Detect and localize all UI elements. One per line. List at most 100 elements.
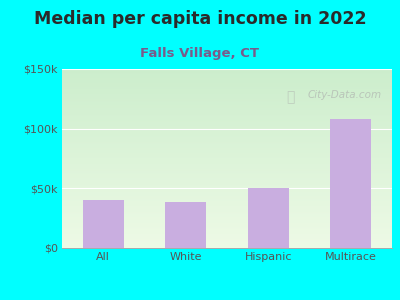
Bar (62, 198, 392, 199)
Bar (62, 125, 392, 126)
Bar (62, 95, 392, 96)
Text: Median per capita income in 2022: Median per capita income in 2022 (34, 11, 366, 28)
Bar (62, 213, 392, 214)
Bar (62, 200, 392, 201)
Bar (62, 77, 392, 78)
Bar (62, 149, 392, 150)
Bar (62, 167, 392, 168)
Bar (62, 203, 392, 204)
Bar (62, 157, 392, 158)
Bar (62, 221, 392, 222)
Bar (62, 187, 392, 188)
Bar (62, 244, 392, 245)
Bar (62, 196, 392, 197)
Bar (62, 155, 392, 156)
Bar (62, 206, 392, 207)
Bar (62, 231, 392, 232)
Bar (62, 174, 392, 175)
Bar (62, 85, 392, 86)
Bar (62, 188, 392, 189)
Bar (62, 164, 392, 165)
Bar (62, 80, 392, 81)
Bar (62, 163, 392, 164)
Text: City-Data.com: City-Data.com (308, 90, 382, 100)
Bar (62, 134, 392, 135)
Bar (62, 193, 392, 194)
Bar (62, 141, 392, 142)
Bar (62, 171, 392, 172)
Bar (62, 219, 392, 220)
Bar (62, 204, 392, 205)
Bar (62, 220, 392, 221)
Bar (62, 173, 392, 174)
Bar (62, 139, 392, 140)
Bar (62, 69, 392, 70)
Bar (62, 144, 392, 145)
Bar (62, 112, 392, 113)
Bar (62, 108, 392, 109)
Bar (62, 178, 392, 179)
Bar (62, 241, 392, 242)
Bar (62, 230, 392, 231)
Bar (62, 74, 392, 75)
Bar (62, 210, 392, 211)
Bar (62, 158, 392, 159)
Bar (62, 183, 392, 184)
Bar (62, 124, 392, 125)
Bar (62, 128, 392, 129)
Bar (62, 160, 392, 161)
Bar (62, 138, 392, 139)
Bar (62, 96, 392, 97)
Bar (62, 122, 392, 123)
Bar (62, 133, 392, 134)
Bar (62, 195, 392, 196)
Bar (62, 177, 392, 178)
Bar (62, 71, 392, 72)
Bar (62, 132, 392, 133)
Bar (62, 224, 392, 225)
Bar (62, 126, 392, 127)
Bar (62, 117, 392, 118)
Bar (62, 169, 392, 170)
Bar (62, 79, 392, 80)
Bar (62, 194, 392, 195)
Bar (62, 161, 392, 162)
Bar (62, 82, 392, 83)
Bar (62, 106, 392, 107)
Bar (62, 172, 392, 173)
Bar (62, 236, 392, 237)
Bar (62, 227, 392, 228)
Bar (62, 78, 392, 79)
Bar (62, 87, 392, 88)
Bar (62, 129, 392, 130)
Bar (62, 192, 392, 193)
Bar (62, 238, 392, 239)
Bar (62, 247, 392, 248)
Text: ⦿: ⦿ (286, 90, 295, 104)
Bar (62, 83, 392, 84)
Bar (62, 181, 392, 182)
Bar (62, 151, 392, 152)
Bar (62, 91, 392, 92)
Bar (62, 189, 392, 190)
Bar (62, 81, 392, 82)
Bar (62, 165, 392, 166)
Bar (62, 107, 392, 108)
Bar (62, 147, 392, 148)
Bar (165, 202, 206, 248)
Bar (62, 90, 392, 91)
Bar (62, 245, 392, 246)
Bar (62, 131, 392, 132)
Bar (62, 216, 392, 217)
Bar (62, 135, 392, 136)
Bar (62, 176, 392, 177)
Bar (62, 140, 392, 141)
Bar (62, 137, 392, 138)
Bar (62, 152, 392, 153)
Bar (62, 145, 392, 146)
Bar (62, 130, 392, 131)
Bar (248, 188, 289, 247)
Bar (62, 116, 392, 117)
Bar (62, 154, 392, 155)
Bar (62, 93, 392, 94)
